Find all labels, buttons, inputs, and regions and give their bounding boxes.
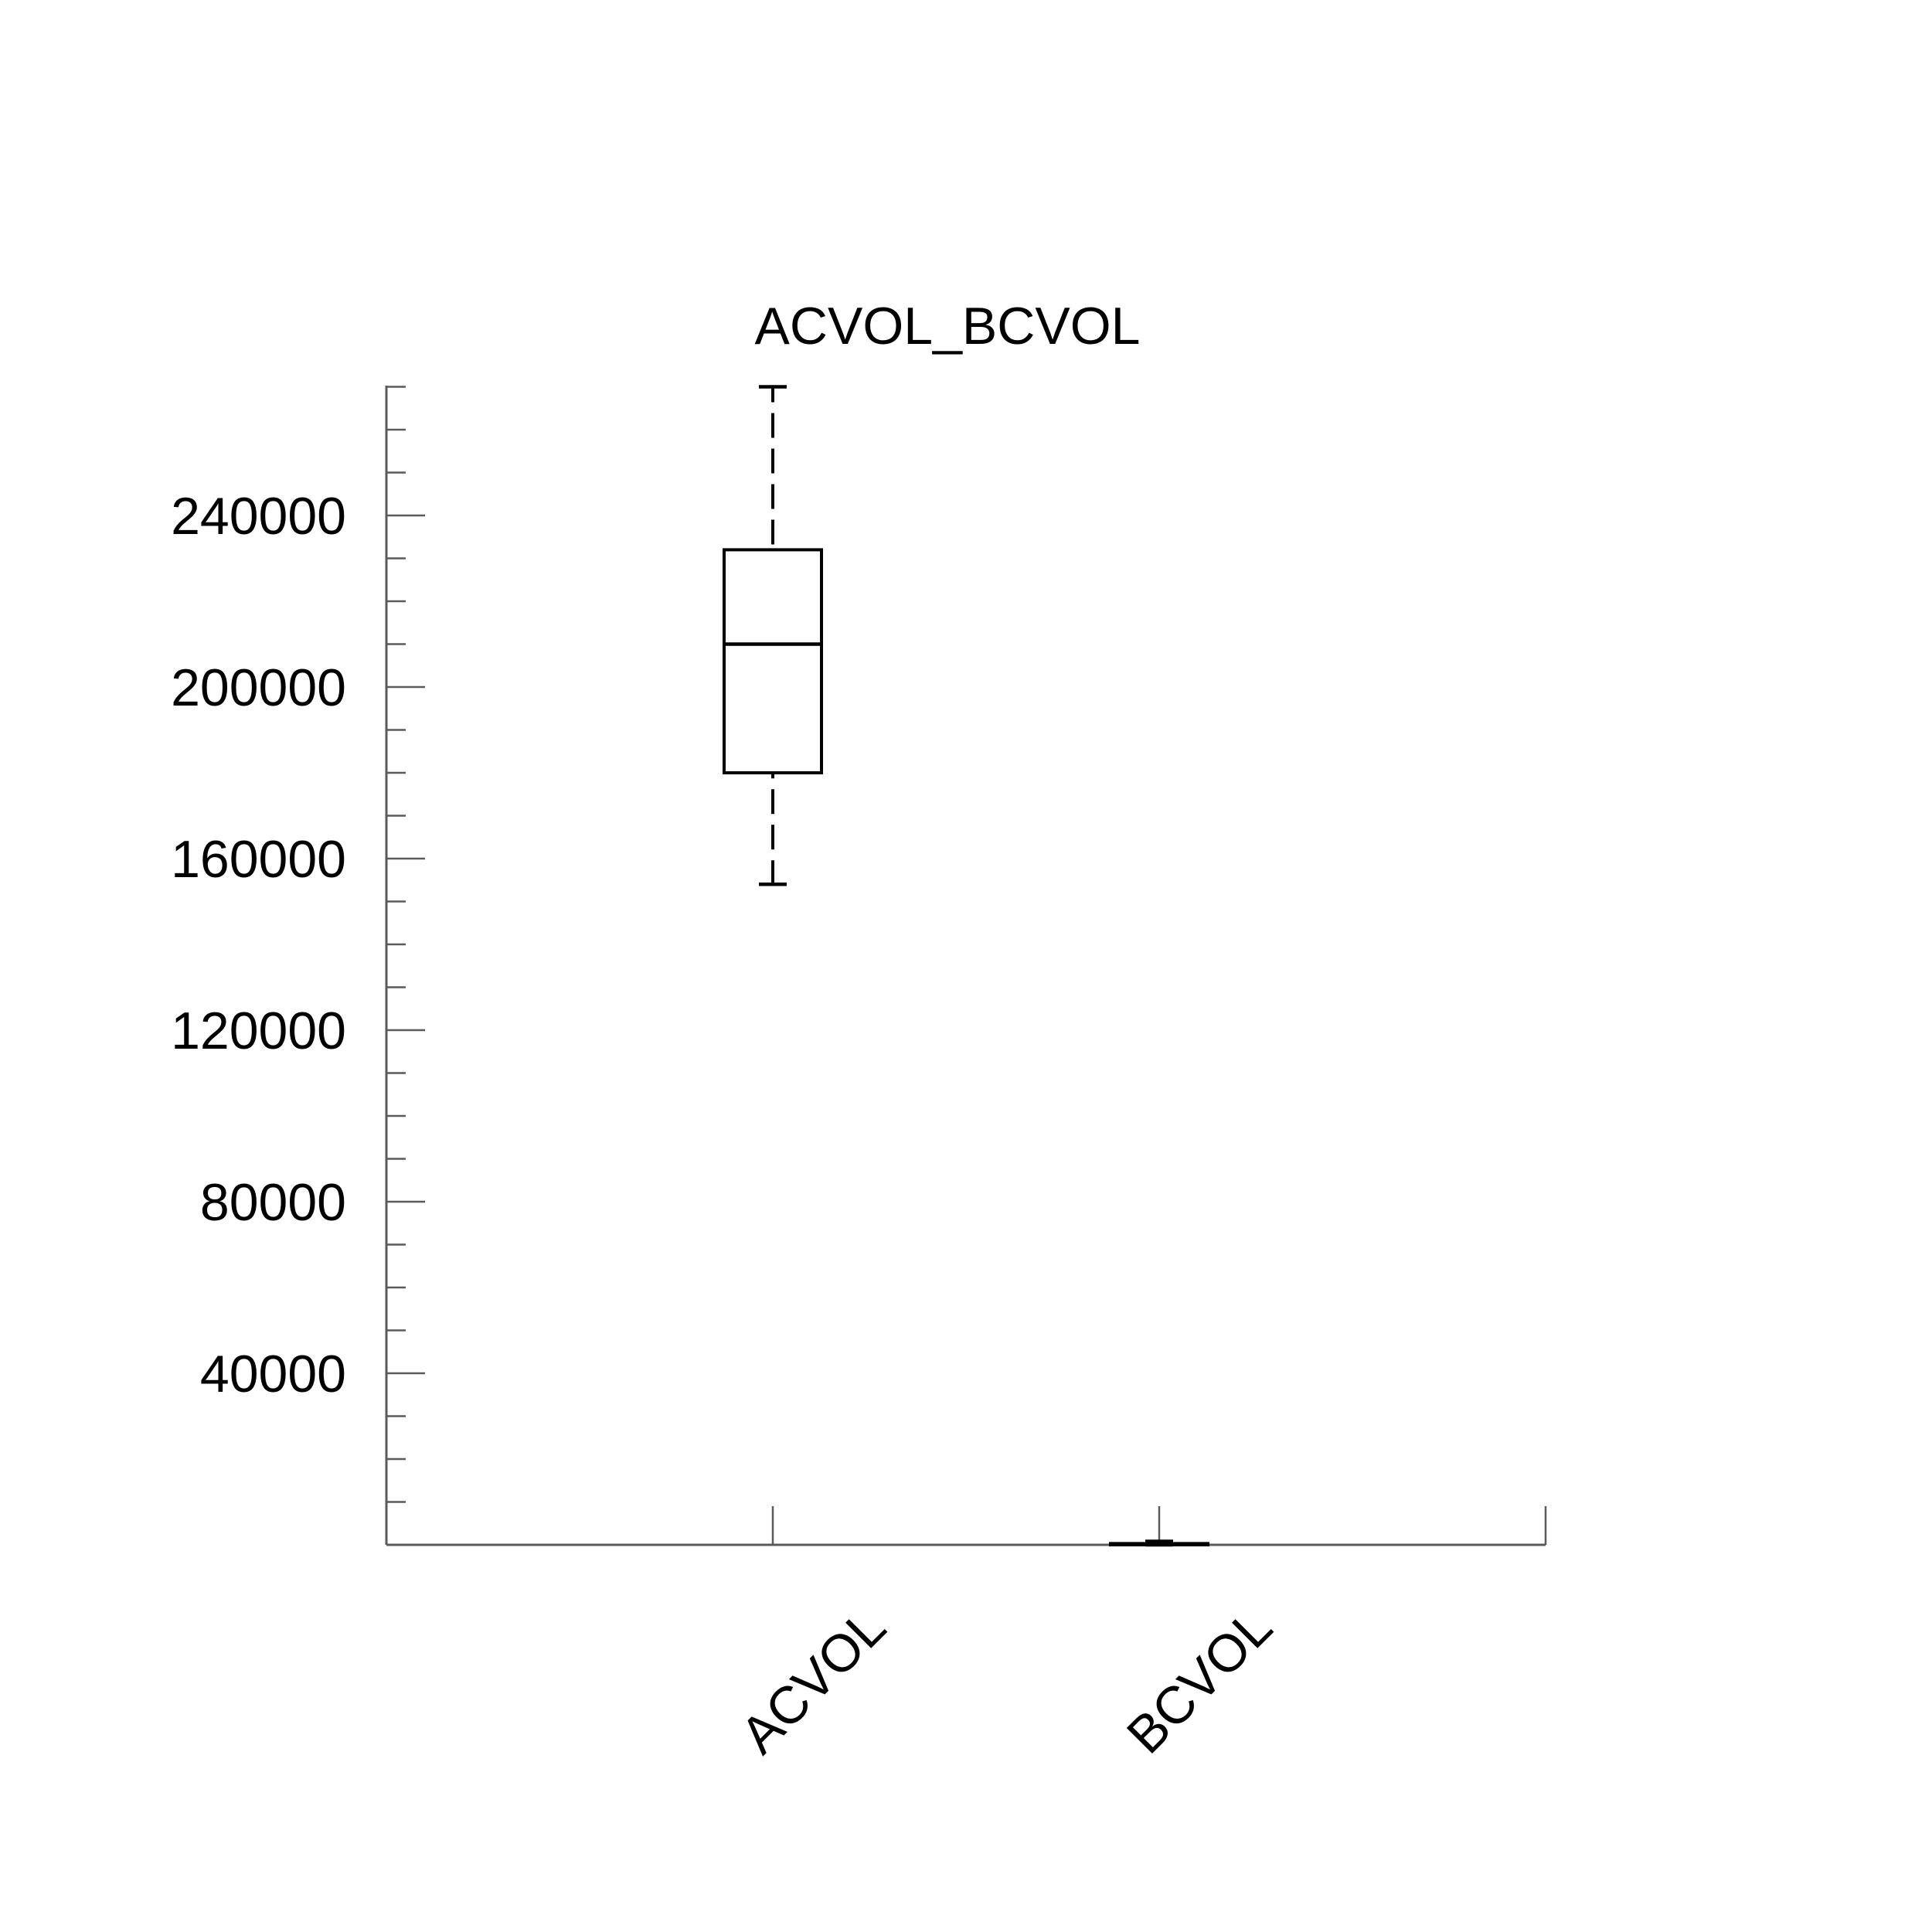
y-tick-label: 80000: [200, 1173, 346, 1232]
iqr-box: [723, 548, 823, 775]
y-tick-label: 160000: [171, 830, 346, 889]
y-tick-label: 40000: [200, 1345, 346, 1403]
chart-title: ACVOL_BCVOL: [754, 297, 1141, 355]
y-tick-label: 240000: [171, 487, 346, 546]
category-label: BCVOL: [1116, 1597, 1284, 1765]
y-tick-label: 200000: [171, 658, 346, 717]
category-label: ACVOL: [730, 1597, 897, 1765]
y-tick-label: 120000: [171, 1002, 346, 1060]
